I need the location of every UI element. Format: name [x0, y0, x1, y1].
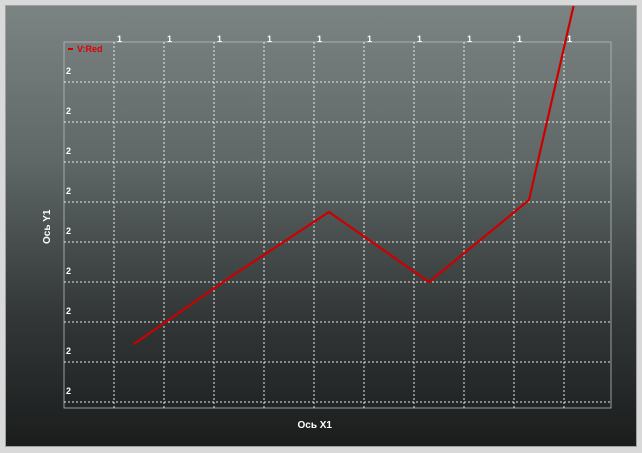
y-tick-label: 2 — [66, 386, 71, 396]
legend-label: V:Red — [77, 44, 103, 54]
x-tick-label: 1 — [567, 34, 572, 44]
y-tick-label: 2 — [66, 106, 71, 116]
y-tick-label: 2 — [66, 346, 71, 356]
x-tick-label: 1 — [117, 34, 122, 44]
x-tick-label: 1 — [267, 34, 272, 44]
x-axis-title: Ось X1 — [298, 420, 333, 431]
y-tick-label: 2 — [66, 146, 71, 156]
x-tick-label: 1 — [167, 34, 172, 44]
x-tick-label: 1 — [517, 34, 522, 44]
legend-swatch — [68, 48, 73, 50]
x-tick-label: 1 — [367, 34, 372, 44]
chart-frame: 1 1 1 1 1 1 1 1 1 1 2 2 2 2 2 2 2 2 2 V:Red Ось X1 Ось Y1 — [5, 5, 637, 447]
y-tick-label: 2 — [66, 186, 71, 196]
y-tick-label: 2 — [66, 226, 71, 236]
y-tick-label: 2 — [66, 306, 71, 316]
x-tick-label: 1 — [217, 34, 222, 44]
plot-border — [63, 41, 612, 409]
x-tick-label: 1 — [467, 34, 472, 44]
x-tick-label: 1 — [317, 34, 322, 44]
y-tick-label: 2 — [66, 266, 71, 276]
y-tick-label: 2 — [66, 66, 71, 76]
line-chart: 1 1 1 1 1 1 1 1 1 1 2 2 2 2 2 2 2 2 2 V:Red Ось X1 Ось Y1 — [42, 6, 612, 431]
x-tick-label: 1 — [417, 34, 422, 44]
series-line — [133, 6, 575, 345]
y-axis-title: Ось Y1 — [42, 209, 53, 244]
